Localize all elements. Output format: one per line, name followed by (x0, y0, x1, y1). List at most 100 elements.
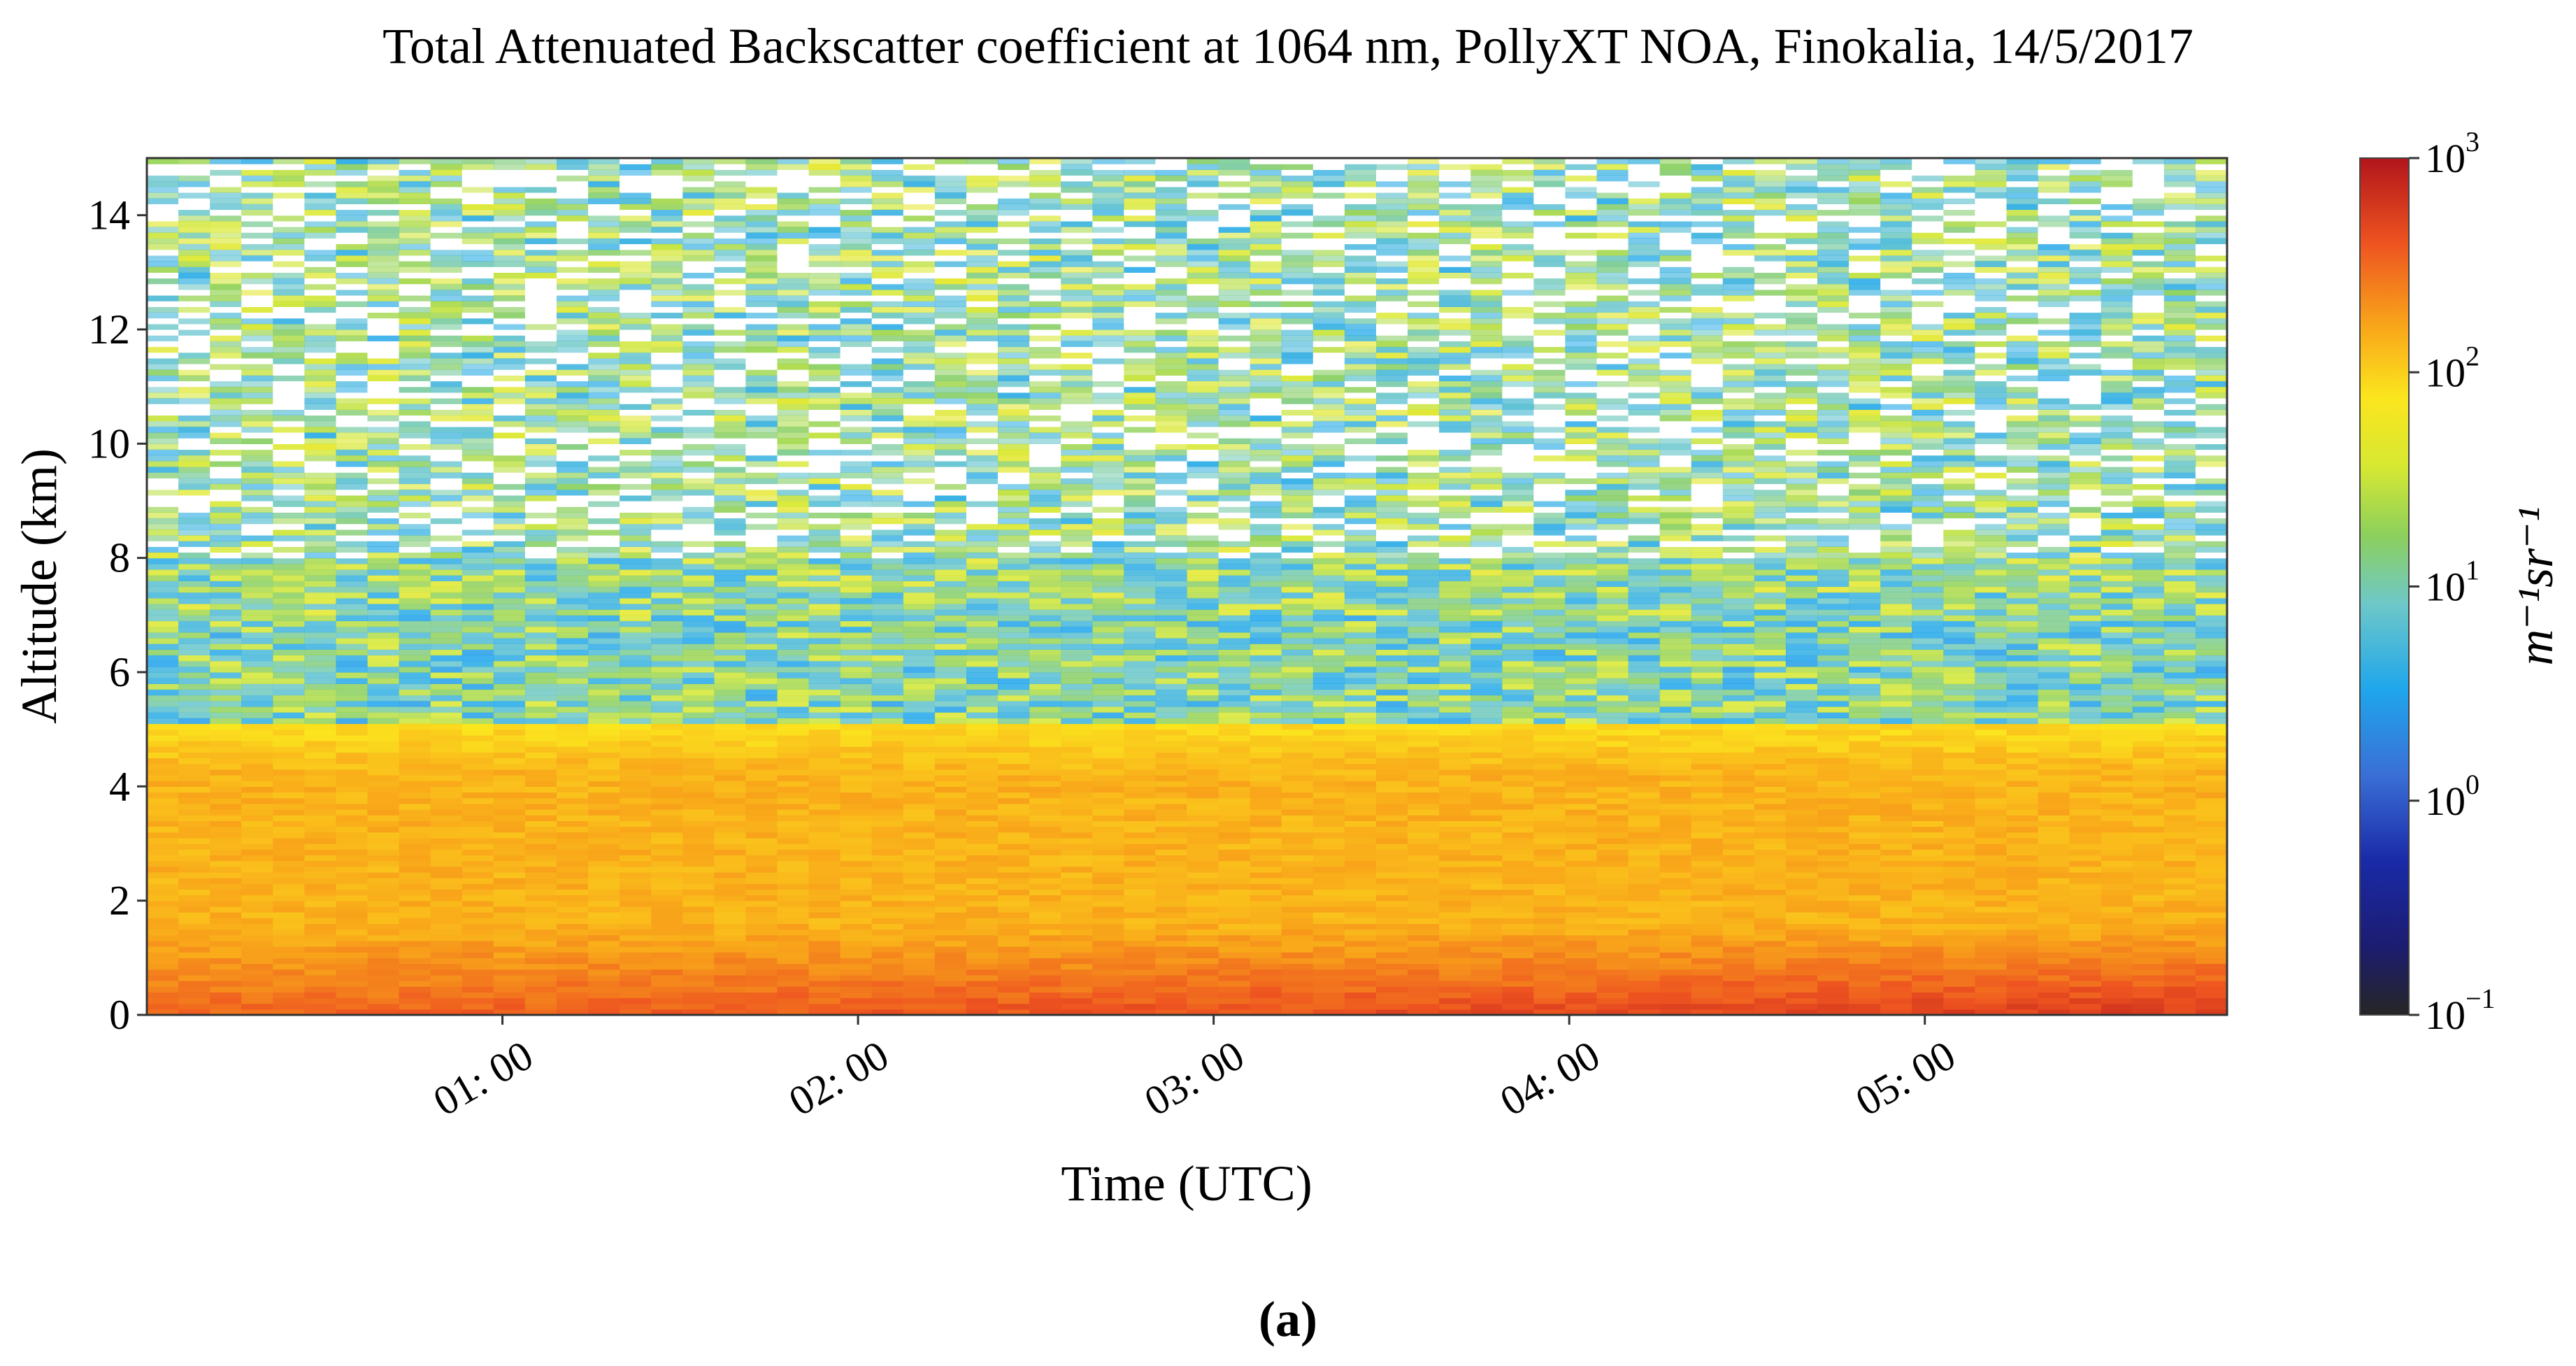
heatmap-cell (367, 306, 400, 313)
heatmap-cell (430, 164, 463, 170)
heatmap-cell (147, 426, 179, 433)
heatmap-cell (682, 797, 715, 804)
heatmap-cell (714, 467, 747, 473)
heatmap-cell (651, 832, 683, 839)
heatmap-cell (1187, 895, 1219, 902)
heatmap-cell (871, 186, 904, 193)
heatmap-cell (934, 295, 967, 301)
heatmap-cell (304, 380, 337, 387)
heatmap-cell (493, 255, 526, 262)
heatmap-cell (808, 700, 841, 707)
heatmap-cell (147, 415, 179, 422)
heatmap-cell (998, 849, 1030, 855)
heatmap-cell (840, 501, 873, 507)
heatmap-cell (903, 169, 936, 176)
heatmap-cell (903, 666, 936, 673)
heatmap-cell (998, 432, 1030, 439)
heatmap-cell (1124, 489, 1156, 496)
heatmap-cell (1092, 900, 1124, 907)
heatmap-cell (745, 934, 778, 941)
heatmap-cell (1124, 569, 1156, 576)
heatmap-cell (903, 563, 936, 570)
heatmap-cell (493, 883, 526, 890)
heatmap-cell (966, 426, 999, 433)
heatmap-cell (461, 695, 494, 702)
heatmap-cell (493, 934, 526, 941)
heatmap-cell (493, 261, 526, 267)
heatmap-cell (1092, 889, 1124, 896)
heatmap-cell (903, 404, 936, 410)
heatmap-cell (430, 643, 463, 650)
heatmap-cell (651, 855, 683, 862)
heatmap-cell (1124, 974, 1156, 981)
heatmap-cell (1092, 261, 1124, 267)
heatmap-cell (998, 678, 1030, 684)
heatmap-cell (1155, 569, 1188, 576)
heatmap-cell (620, 478, 652, 485)
heatmap-cell (1061, 940, 1093, 947)
heatmap-cell (871, 746, 904, 753)
heatmap-cell (620, 272, 652, 279)
heatmap-cell (524, 192, 557, 199)
heatmap-cell (178, 586, 210, 593)
heatmap-cell (304, 449, 337, 456)
heatmap-cell (998, 592, 1030, 599)
heatmap-cell (903, 255, 936, 262)
heatmap-cell (241, 175, 273, 182)
heatmap-cell (934, 678, 967, 684)
heatmap-cell (745, 295, 778, 301)
heatmap-cell (241, 746, 273, 753)
heatmap-cell (304, 900, 337, 907)
heatmap-cell (745, 638, 778, 644)
heatmap-cell (1061, 404, 1093, 410)
heatmap-cell (524, 575, 557, 581)
heatmap-cell (1061, 243, 1093, 250)
heatmap-cell (714, 357, 747, 364)
heatmap-cell (461, 604, 494, 610)
heatmap-cell (998, 460, 1030, 467)
heatmap-cell (399, 460, 431, 467)
heatmap-cell (714, 700, 747, 707)
heatmap-cell (273, 169, 305, 176)
heatmap-cell (745, 1003, 778, 1010)
heatmap-cell (178, 563, 210, 570)
heatmap-cell (241, 797, 273, 804)
heatmap-cell (840, 952, 873, 958)
heatmap-cell (966, 455, 999, 462)
heatmap-cell (1124, 632, 1156, 639)
heatmap-cell (367, 483, 400, 490)
heatmap-cell (903, 706, 936, 713)
heatmap-cell (588, 683, 620, 690)
heatmap-cell (210, 192, 242, 199)
heatmap-cell (241, 934, 273, 941)
heatmap-cell (241, 546, 273, 553)
heatmap-cell (651, 175, 683, 182)
heatmap-cell (1187, 844, 1219, 850)
heatmap-cell (178, 712, 210, 718)
heatmap-cell (966, 792, 999, 799)
heatmap-cell (147, 895, 179, 902)
heatmap-cell (336, 706, 368, 713)
heatmap-cell (777, 826, 810, 833)
heatmap-cell (178, 683, 210, 690)
heatmap-cell (178, 986, 210, 993)
heatmap-cell (210, 552, 242, 559)
heatmap-cell (871, 443, 904, 450)
heatmap-cell (147, 900, 179, 907)
heatmap-cell (777, 723, 810, 730)
heatmap-cell (777, 518, 810, 525)
heatmap-cell (461, 404, 494, 410)
heatmap-cell (714, 478, 747, 485)
heatmap-cell (367, 912, 400, 918)
heatmap-cell (178, 186, 210, 193)
heatmap-cell (966, 866, 999, 873)
heatmap-cell (808, 243, 841, 250)
heatmap-cell (1155, 512, 1188, 519)
heatmap-cell (493, 866, 526, 873)
heatmap-cell (651, 586, 683, 593)
heatmap-cell (336, 557, 368, 564)
heatmap-cell (903, 781, 936, 787)
heatmap-cell (1155, 323, 1188, 330)
heatmap-cell (934, 672, 967, 678)
heatmap-cell (493, 204, 526, 211)
